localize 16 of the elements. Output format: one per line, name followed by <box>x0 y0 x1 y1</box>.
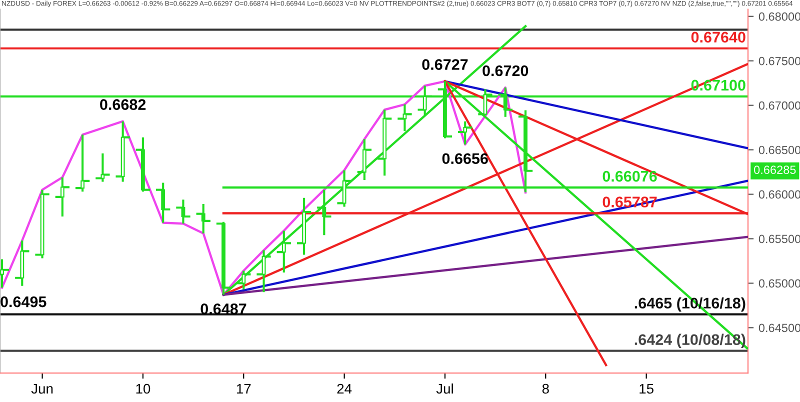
annotation: 0.6487 <box>200 304 246 314</box>
ref-line-label: 0.67640 <box>691 32 746 43</box>
x-tick-label: Jun <box>31 384 53 394</box>
x-tick-label: 17 <box>236 384 251 394</box>
annotation: 0.6682 <box>100 99 146 110</box>
annotation: 0.66076 <box>602 170 657 182</box>
annotation: 0.6656 <box>442 153 488 164</box>
x-tick-label: 8 <box>542 384 549 394</box>
annotation: 0.6727 <box>422 59 468 70</box>
x-tick-label: 10 <box>136 384 150 394</box>
text: 0.66285 <box>754 166 796 174</box>
annotation: 0.6720 <box>482 65 528 76</box>
annotation: 0.6495 <box>0 296 46 308</box>
x-tick-label: 15 <box>640 384 654 394</box>
x-tick-label: Jul <box>436 383 453 394</box>
x-tick-label: 24 <box>337 384 352 394</box>
